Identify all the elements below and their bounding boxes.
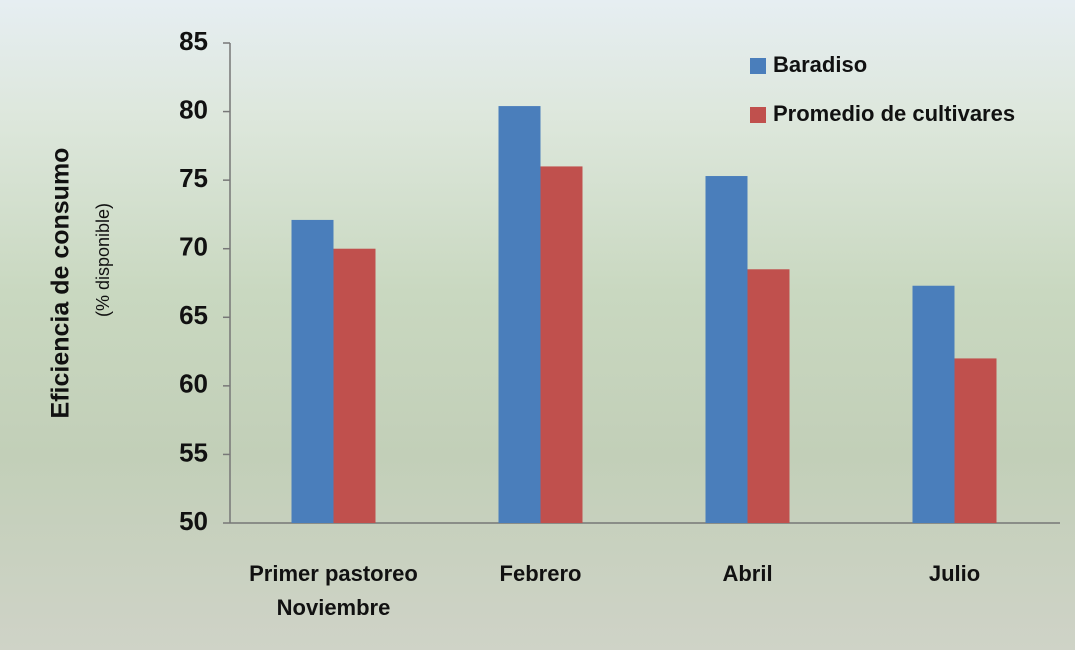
bar — [291, 219, 334, 523]
y-tick-label: 50 — [179, 506, 208, 536]
y-tick-label: 55 — [179, 437, 208, 467]
y-axis-title: Eficiencia de consumo — [47, 148, 75, 419]
legend-label: Promedio de cultivares — [773, 101, 1015, 126]
y-tick-label: 85 — [179, 26, 208, 56]
y-tick-label: 60 — [179, 369, 208, 399]
bar — [912, 285, 955, 523]
y-tick-label: 80 — [179, 94, 208, 124]
legend-label: Baradiso — [773, 52, 867, 77]
legend-swatch — [750, 107, 766, 123]
bar — [747, 269, 790, 523]
bar — [705, 176, 748, 523]
x-tick-label: Primer pastoreo Noviembre — [249, 561, 418, 620]
x-tick-label: Julio — [928, 561, 981, 586]
legend-swatch — [750, 58, 766, 74]
bar — [540, 166, 583, 523]
x-tick-label: Abril — [722, 561, 773, 586]
bar — [498, 106, 541, 523]
bar — [333, 248, 376, 523]
y-tick-label: 65 — [179, 300, 208, 330]
bar — [954, 358, 997, 523]
y-axis-subtitle: (% disponible) — [93, 203, 113, 317]
x-tick-label: Febrero — [499, 561, 582, 586]
y-tick-label: 70 — [179, 232, 208, 262]
y-tick-label: 75 — [179, 163, 208, 193]
